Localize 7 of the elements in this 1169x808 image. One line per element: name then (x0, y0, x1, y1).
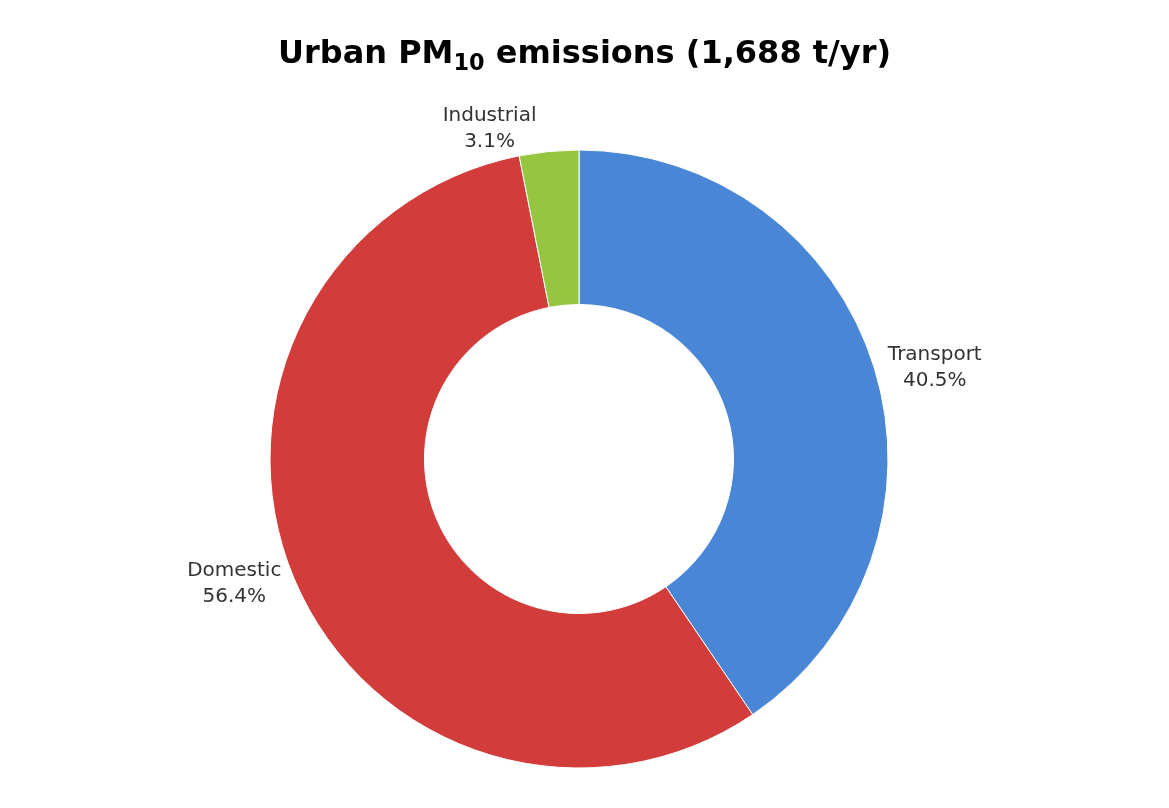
slice-label: Industrial (442, 101, 537, 126)
data-label: 56.4% (202, 582, 267, 607)
slice-label: Transport (886, 340, 982, 365)
data-label: 3.1% (464, 127, 515, 152)
data-label: 40.5% (903, 366, 967, 391)
slice-label: Domestic (187, 556, 282, 581)
chart-title: Urban PM$_{10}$ emissions (1,688 t/yr) (277, 32, 892, 75)
